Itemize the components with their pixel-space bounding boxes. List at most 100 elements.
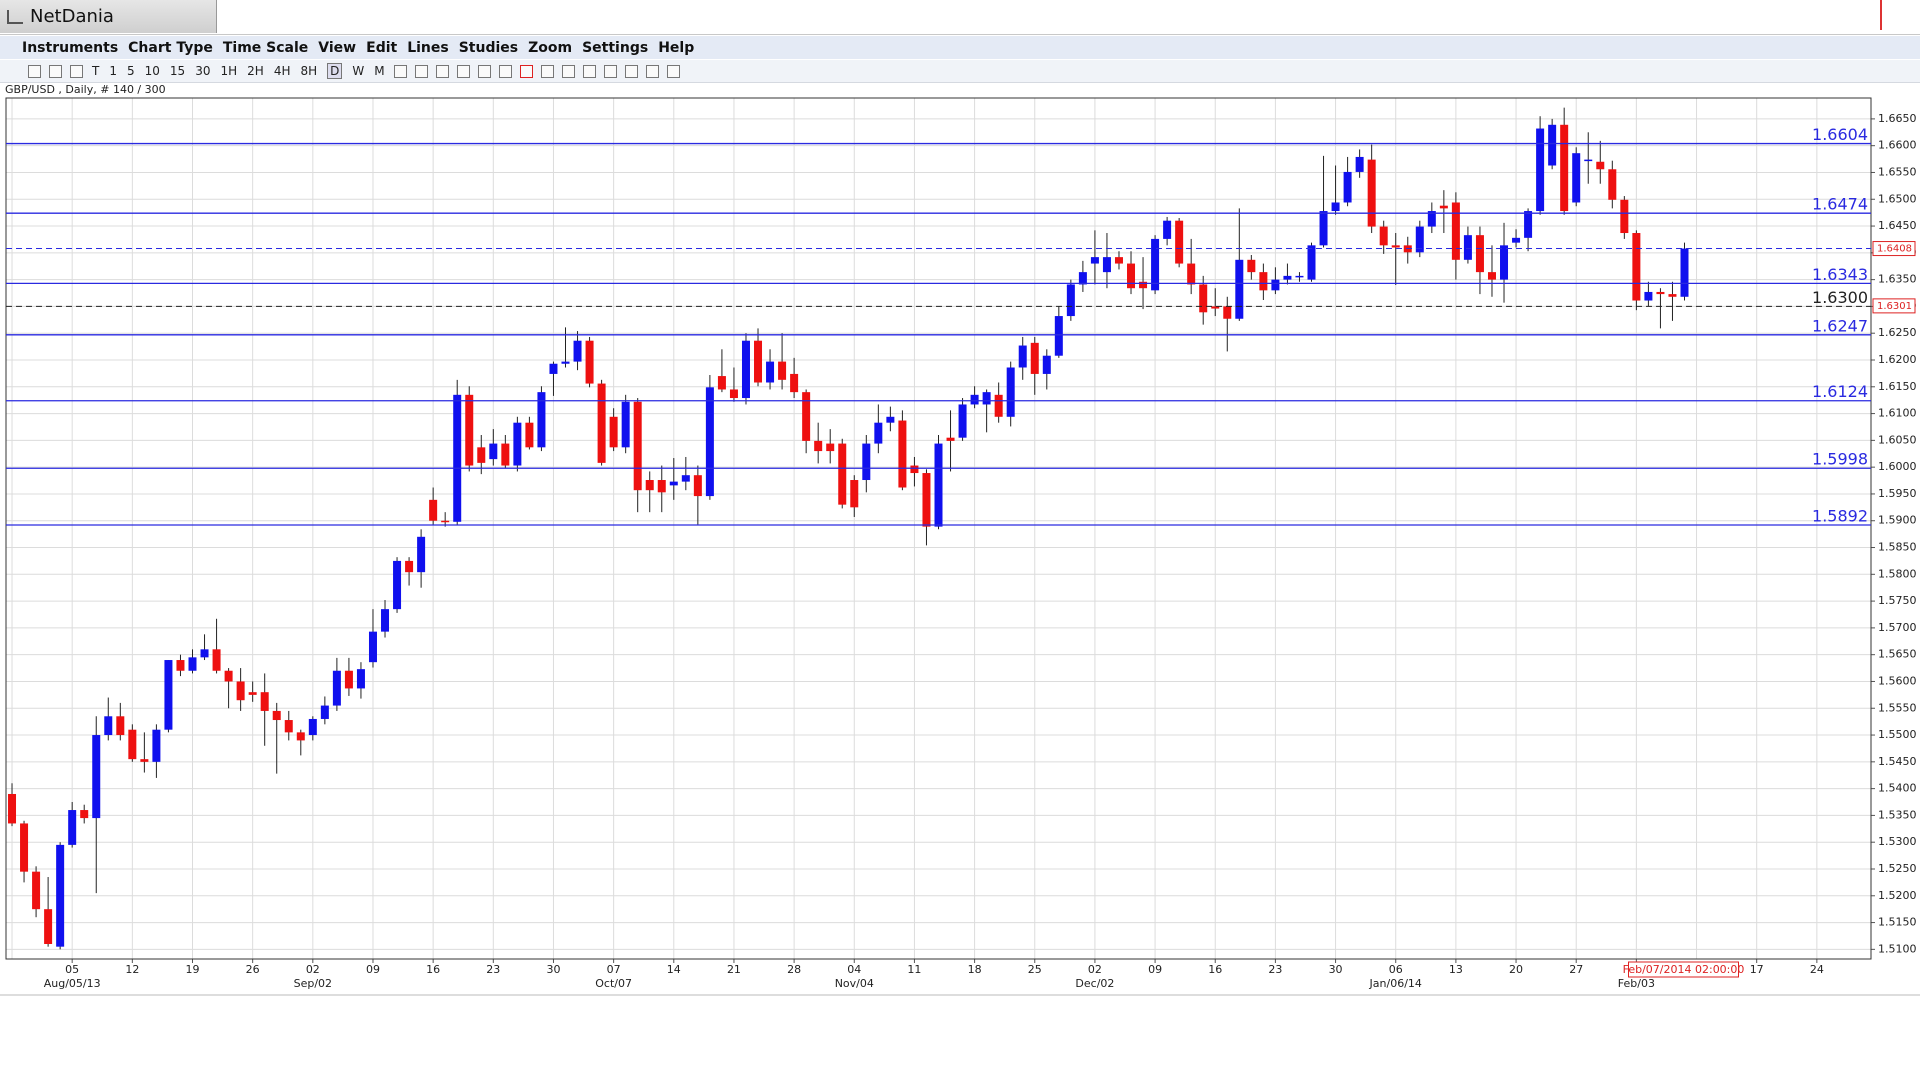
time-button[interactable]: 10 — [144, 64, 160, 78]
menu-item[interactable]: Settings — [582, 39, 649, 56]
candle-body — [1620, 199, 1629, 234]
tool-icon[interactable] — [414, 64, 428, 78]
y-tick-label: 1.5350 — [1878, 808, 1917, 821]
candle-body — [1548, 124, 1557, 166]
level-label: 1.6124 — [1812, 382, 1868, 401]
x-tick-label: 21 — [727, 963, 741, 976]
menu-item[interactable]: View — [318, 39, 357, 56]
menu-item[interactable]: Edit — [366, 39, 398, 56]
y-tick-label: 1.5600 — [1878, 674, 1917, 687]
candle-body — [910, 465, 919, 474]
x-tick-label: 02 — [1088, 963, 1102, 976]
y-tick-label: 1.6350 — [1878, 273, 1917, 286]
tool-icon[interactable] — [519, 64, 533, 78]
time-button[interactable]: M — [374, 64, 385, 78]
menu-item[interactable]: Instruments — [22, 39, 119, 56]
y-tick-label: 1.5150 — [1878, 916, 1917, 929]
y-tick-label: 1.5850 — [1878, 541, 1917, 554]
candle-body — [8, 793, 17, 824]
time-button[interactable]: 1 — [109, 64, 117, 78]
tool-icon[interactable] — [70, 64, 83, 78]
tool-icon[interactable] — [666, 64, 680, 78]
candle-body — [1367, 159, 1376, 227]
candle-body — [717, 376, 726, 390]
menu-item[interactable]: Help — [658, 39, 695, 56]
last-price-label: 1.6408 — [1877, 244, 1912, 255]
x-tick-label: 26 — [246, 963, 260, 976]
month-label: Dec/02 — [1075, 977, 1114, 990]
menu-item[interactable]: Chart Type — [128, 39, 213, 56]
x-tick-label: 16 — [426, 963, 440, 976]
candle-body — [838, 443, 847, 505]
candle-body — [922, 473, 931, 527]
x-tick-label: 06 — [1389, 963, 1403, 976]
tool-icon[interactable] — [28, 64, 41, 78]
x-tick-label: 30 — [546, 963, 560, 976]
candle-body — [1199, 284, 1208, 313]
time-button[interactable]: 5 — [126, 64, 135, 78]
candle-body — [393, 560, 402, 610]
y-tick-label: 1.6550 — [1878, 165, 1917, 178]
candle-body — [296, 732, 305, 741]
candle-body — [657, 480, 666, 493]
tool-icon[interactable] — [540, 64, 554, 78]
candle-body — [754, 340, 763, 383]
candle-body — [320, 705, 329, 719]
candle-body — [1379, 226, 1388, 246]
time-button[interactable]: T — [92, 64, 100, 78]
tool-icon[interactable] — [498, 64, 512, 78]
month-label: Sep/02 — [294, 977, 332, 990]
candle-body — [1127, 263, 1136, 289]
time-button[interactable]: 1H — [220, 64, 238, 78]
plot-frame — [5, 97, 1872, 960]
candle-body — [790, 373, 799, 393]
candle-body — [128, 729, 137, 760]
y-tick-label: 1.6500 — [1878, 192, 1917, 205]
app-tab[interactable]: NetDania FinanceChart — [0, 0, 217, 60]
menu-item[interactable]: Zoom — [528, 39, 573, 56]
menu-item[interactable]: Studies — [458, 39, 519, 56]
candle-body — [1487, 272, 1496, 280]
time-button[interactable]: 4H — [273, 64, 291, 78]
x-tick-label: 17 — [1750, 963, 1764, 976]
cursor-price-label: 1.6301 — [1877, 301, 1912, 312]
y-tick-label: 1.5100 — [1878, 942, 1917, 955]
y-tick-label: 1.5250 — [1878, 862, 1917, 875]
menu-item[interactable]: Lines — [407, 39, 449, 56]
candle-body — [1271, 279, 1280, 291]
candle-body — [176, 660, 185, 671]
tool-icon[interactable] — [393, 64, 407, 78]
candle-body — [80, 810, 89, 819]
candle-body — [1343, 171, 1352, 203]
candle-body — [1524, 211, 1533, 238]
tool-icon[interactable] — [624, 64, 638, 78]
tool-icon[interactable] — [603, 64, 617, 78]
time-button[interactable]: 2H — [247, 64, 264, 78]
tool-icon[interactable] — [477, 64, 491, 78]
time-button[interactable]: W — [352, 64, 365, 78]
time-button[interactable]: 30 — [195, 64, 211, 78]
candle-body — [1235, 259, 1244, 319]
time-button[interactable]: 15 — [169, 64, 186, 78]
candle-body — [609, 416, 618, 448]
y-tick-label: 1.6150 — [1878, 380, 1917, 393]
tool-icon[interactable] — [561, 64, 575, 78]
tool-icon[interactable] — [435, 64, 449, 78]
candle-body — [1223, 306, 1232, 319]
tool-icon[interactable] — [645, 64, 659, 78]
candle-body — [56, 844, 65, 947]
candle-body — [525, 422, 534, 448]
time-button[interactable]: 8H — [300, 64, 318, 78]
candle-body — [1187, 263, 1196, 285]
candle-body — [633, 401, 642, 491]
x-tick-label: 23 — [1268, 963, 1282, 976]
x-tick-label: 27 — [1569, 963, 1583, 976]
candle-body — [1114, 257, 1123, 264]
tool-icon[interactable] — [456, 64, 470, 78]
candle-body — [1608, 169, 1617, 200]
month-label: Nov/04 — [835, 977, 874, 990]
time-button[interactable]: D — [327, 63, 343, 79]
menu-item[interactable]: Time Scale — [222, 39, 309, 56]
tool-icon[interactable] — [49, 64, 62, 78]
tool-icon[interactable] — [582, 64, 596, 78]
